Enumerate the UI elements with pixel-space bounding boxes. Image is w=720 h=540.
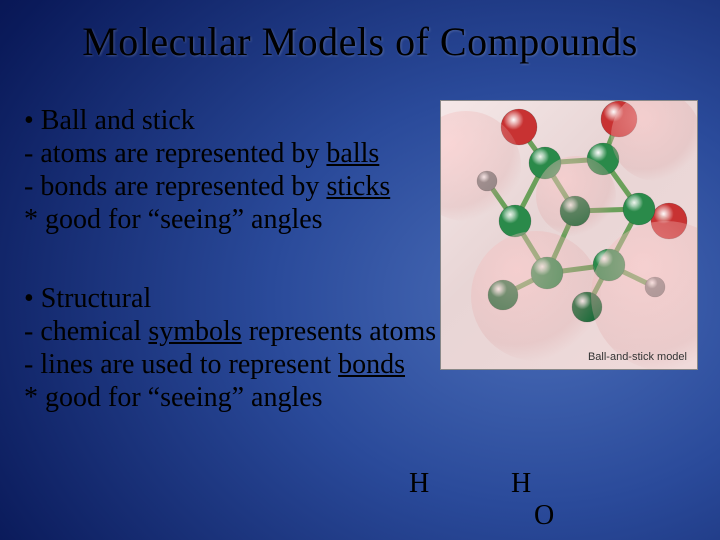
underline-symbols: symbols [148,316,241,347]
text: - lines are used to represent [24,349,338,380]
section1-head: • Ball and stick [24,104,436,137]
text: represents atoms [242,316,436,347]
bg-blob [471,231,601,361]
section1-line1: - atoms are represented by balls [24,137,436,170]
section1-line3: * good for “seeing” angles [24,203,436,236]
section1-line2: - bonds are represented by sticks [24,170,436,203]
text: - chemical [24,316,148,347]
text: - atoms are represented by [24,138,326,169]
underline-bonds: bonds [338,349,405,380]
chem-symbol-h2: H [511,468,531,500]
underline-balls: balls [326,138,379,169]
section2-head: • Structural [24,282,436,315]
figure-caption: Ball-and-stick model [588,351,687,363]
text: - bonds are represented by [24,171,326,202]
chem-symbol-o: O [534,500,554,532]
slide-title: Molecular Models of Compounds [0,0,720,65]
ball-stick-figure: Ball-and-stick model [440,100,698,370]
slide-body: • Ball and stick - atoms are represented… [24,104,436,414]
section2-line1: - chemical symbols represents atoms [24,315,436,348]
section2-line3: * good for “seeing” angles [24,381,436,414]
section2-line2: - lines are used to represent bonds [24,348,436,381]
chem-symbol-h1: H [409,468,429,500]
underline-sticks: sticks [326,171,390,202]
bg-blob [536,156,616,236]
